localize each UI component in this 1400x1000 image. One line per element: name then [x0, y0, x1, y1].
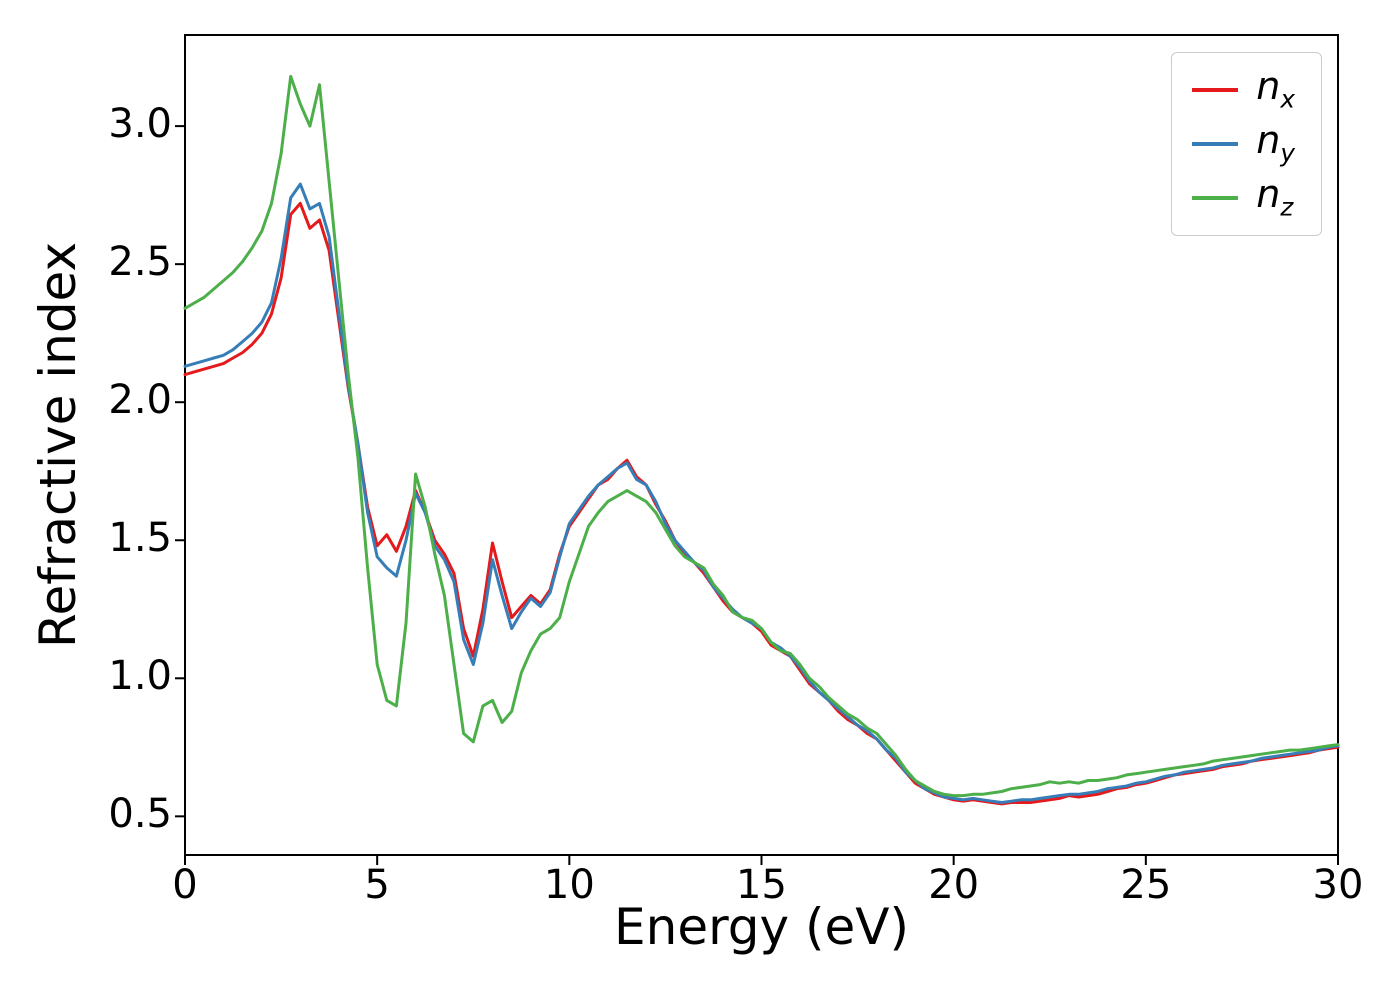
legend-label-nx-sub: x	[1280, 84, 1295, 114]
legend-label-nz-sub: z	[1280, 192, 1294, 222]
y-tick-label: 2.0	[108, 377, 172, 424]
legend-label-ny-sub: y	[1280, 138, 1295, 168]
legend-label-nx-base: n	[1256, 64, 1281, 109]
y-tick-label: 3.0	[108, 101, 172, 148]
legend-line-nz	[1192, 196, 1239, 200]
x-tick-label: 10	[543, 862, 595, 908]
legend-item-nz: nz	[1192, 171, 1295, 225]
x-tick-label: 5	[364, 862, 390, 908]
x-tick-label: 20	[928, 862, 980, 908]
legend-label-nx: nx	[1256, 67, 1295, 112]
legend-label-ny-base: n	[1256, 118, 1281, 163]
legend-item-ny: ny	[1192, 117, 1295, 171]
series-line-n_x	[183, 201, 1340, 806]
x-tick-label: 30	[1312, 862, 1364, 908]
y-tick-label: 0.5	[108, 791, 172, 838]
x-tick-label: 25	[1120, 862, 1172, 908]
y-axis-label: Refractive index	[29, 241, 87, 649]
x-tick-label: 15	[736, 862, 787, 908]
legend-label-ny: ny	[1256, 121, 1295, 166]
x-axis-label: Energy (eV)	[614, 898, 909, 956]
series-line-n_y	[183, 182, 1340, 804]
legend-label-nz-base: n	[1256, 172, 1281, 217]
legend-line-ny	[1192, 142, 1239, 146]
y-tick-label: 2.5	[108, 239, 172, 286]
legend-item-nx: nx	[1192, 63, 1295, 117]
legend-label-nz: nz	[1256, 175, 1293, 220]
legend-line-nx	[1192, 88, 1239, 92]
legend: nx ny nz	[1171, 52, 1322, 236]
x-tick-label: 0	[172, 862, 198, 908]
y-tick-label: 1.0	[108, 653, 172, 700]
series-line-n_z	[183, 74, 1340, 798]
y-tick-label: 1.5	[108, 515, 172, 562]
